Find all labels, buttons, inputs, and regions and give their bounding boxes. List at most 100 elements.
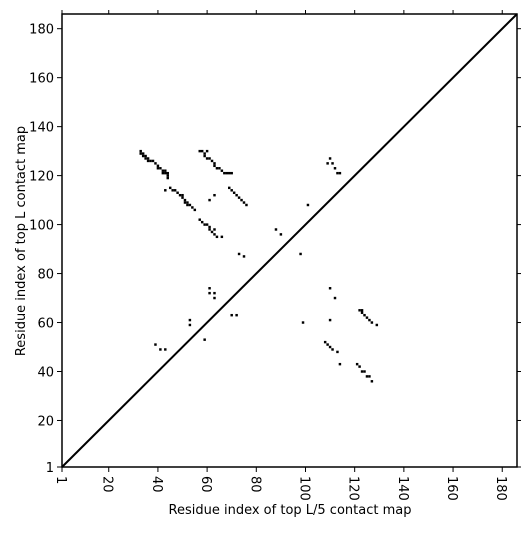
contact-point <box>188 318 192 322</box>
contact-point <box>146 159 150 163</box>
contact-point <box>181 193 184 197</box>
contact-point <box>146 157 150 160</box>
contact-point <box>141 152 145 155</box>
contact-point <box>328 157 332 160</box>
contact-point <box>171 189 174 192</box>
y-tick-label: 100 <box>29 219 54 234</box>
contact-point <box>139 152 142 155</box>
contact-point <box>326 343 329 346</box>
contact-point <box>336 350 339 354</box>
contact-point <box>368 375 371 378</box>
contact-point <box>213 233 216 236</box>
x-axis-label: Residue index of top L/5 contact map <box>169 503 412 518</box>
contact-point <box>240 198 243 202</box>
x-tick-label: 120 <box>346 476 361 501</box>
contact-point <box>228 171 231 175</box>
contact-point <box>166 171 169 175</box>
contact-point <box>144 157 147 160</box>
contact-point <box>355 362 359 366</box>
contact-point <box>358 365 361 368</box>
contact-point <box>328 318 332 322</box>
contact-point <box>208 291 211 295</box>
y-tick-label: 60 <box>37 317 54 332</box>
contact-point <box>333 296 337 300</box>
y-tick-label: 40 <box>37 366 54 381</box>
x-tick-label: 160 <box>444 476 459 501</box>
contact-point <box>323 340 327 344</box>
contact-point <box>166 174 169 177</box>
contact-point <box>181 196 184 199</box>
contact-point <box>223 171 226 175</box>
contact-point <box>360 370 364 373</box>
x-tick-label: 100 <box>296 476 311 501</box>
contact-point <box>208 225 211 229</box>
contact-point <box>193 208 197 212</box>
contact-point <box>215 167 219 170</box>
contact-point <box>188 323 192 327</box>
contact-point <box>220 169 224 172</box>
contact-point <box>188 203 192 207</box>
plot-frame <box>61 13 518 468</box>
contact-point <box>218 167 221 170</box>
contact-point <box>368 318 371 322</box>
y-tick-label: 160 <box>29 72 54 87</box>
contact-point <box>191 206 194 209</box>
contact-point <box>161 169 165 172</box>
x-tick-label: 180 <box>493 476 508 501</box>
contact-point <box>215 235 219 239</box>
contact-point <box>164 348 167 351</box>
contact-point <box>164 171 167 175</box>
contact-point <box>208 157 211 160</box>
contact-point <box>200 220 204 224</box>
contact-point <box>220 235 224 239</box>
contact-point <box>230 171 233 175</box>
y-tick-label: 80 <box>37 268 54 283</box>
contact-point <box>213 164 216 168</box>
contact-point <box>338 362 342 366</box>
contact-point <box>183 201 187 204</box>
contact-point <box>230 313 233 317</box>
contact-point <box>326 162 329 165</box>
contact-point <box>213 296 216 300</box>
y-axis-label: Residue index of top L contact map <box>14 126 29 356</box>
contact-point <box>149 159 152 163</box>
contact-point <box>203 223 206 226</box>
contact-point <box>333 167 337 170</box>
contact-point <box>208 287 211 290</box>
contact-point <box>173 189 177 192</box>
contact-point <box>144 154 147 158</box>
contact-point <box>301 321 305 324</box>
y-tick-label: 140 <box>29 121 54 136</box>
contact-point <box>360 309 364 312</box>
x-tick-label: 40 <box>149 476 164 493</box>
contact-point <box>363 370 366 373</box>
contact-point <box>198 149 201 153</box>
contact-point <box>363 313 366 317</box>
contact-point <box>370 380 374 383</box>
contact-point <box>365 375 369 378</box>
contact-point <box>235 313 238 317</box>
contact-point <box>232 191 236 194</box>
contact-point <box>203 154 206 158</box>
y-tick-label: 120 <box>29 170 54 185</box>
x-tick-label: 60 <box>198 476 213 493</box>
y-tick-label: 180 <box>29 23 54 38</box>
contact-point <box>141 154 145 158</box>
contact-point <box>370 321 374 324</box>
contact-point <box>159 167 162 170</box>
contact-point <box>358 309 361 312</box>
contact-point <box>186 201 189 204</box>
contact-point <box>213 228 216 231</box>
contact-point <box>159 348 162 351</box>
contact-point <box>331 162 334 165</box>
contact-point <box>208 228 211 231</box>
contact-point <box>375 323 379 327</box>
contact-point <box>205 157 209 160</box>
contact-point <box>245 203 248 207</box>
contact-point <box>299 252 302 256</box>
contact-point <box>213 162 216 165</box>
contact-point <box>225 171 229 175</box>
contact-point <box>338 171 342 175</box>
contact-point <box>365 316 369 319</box>
contact-point <box>176 191 179 194</box>
